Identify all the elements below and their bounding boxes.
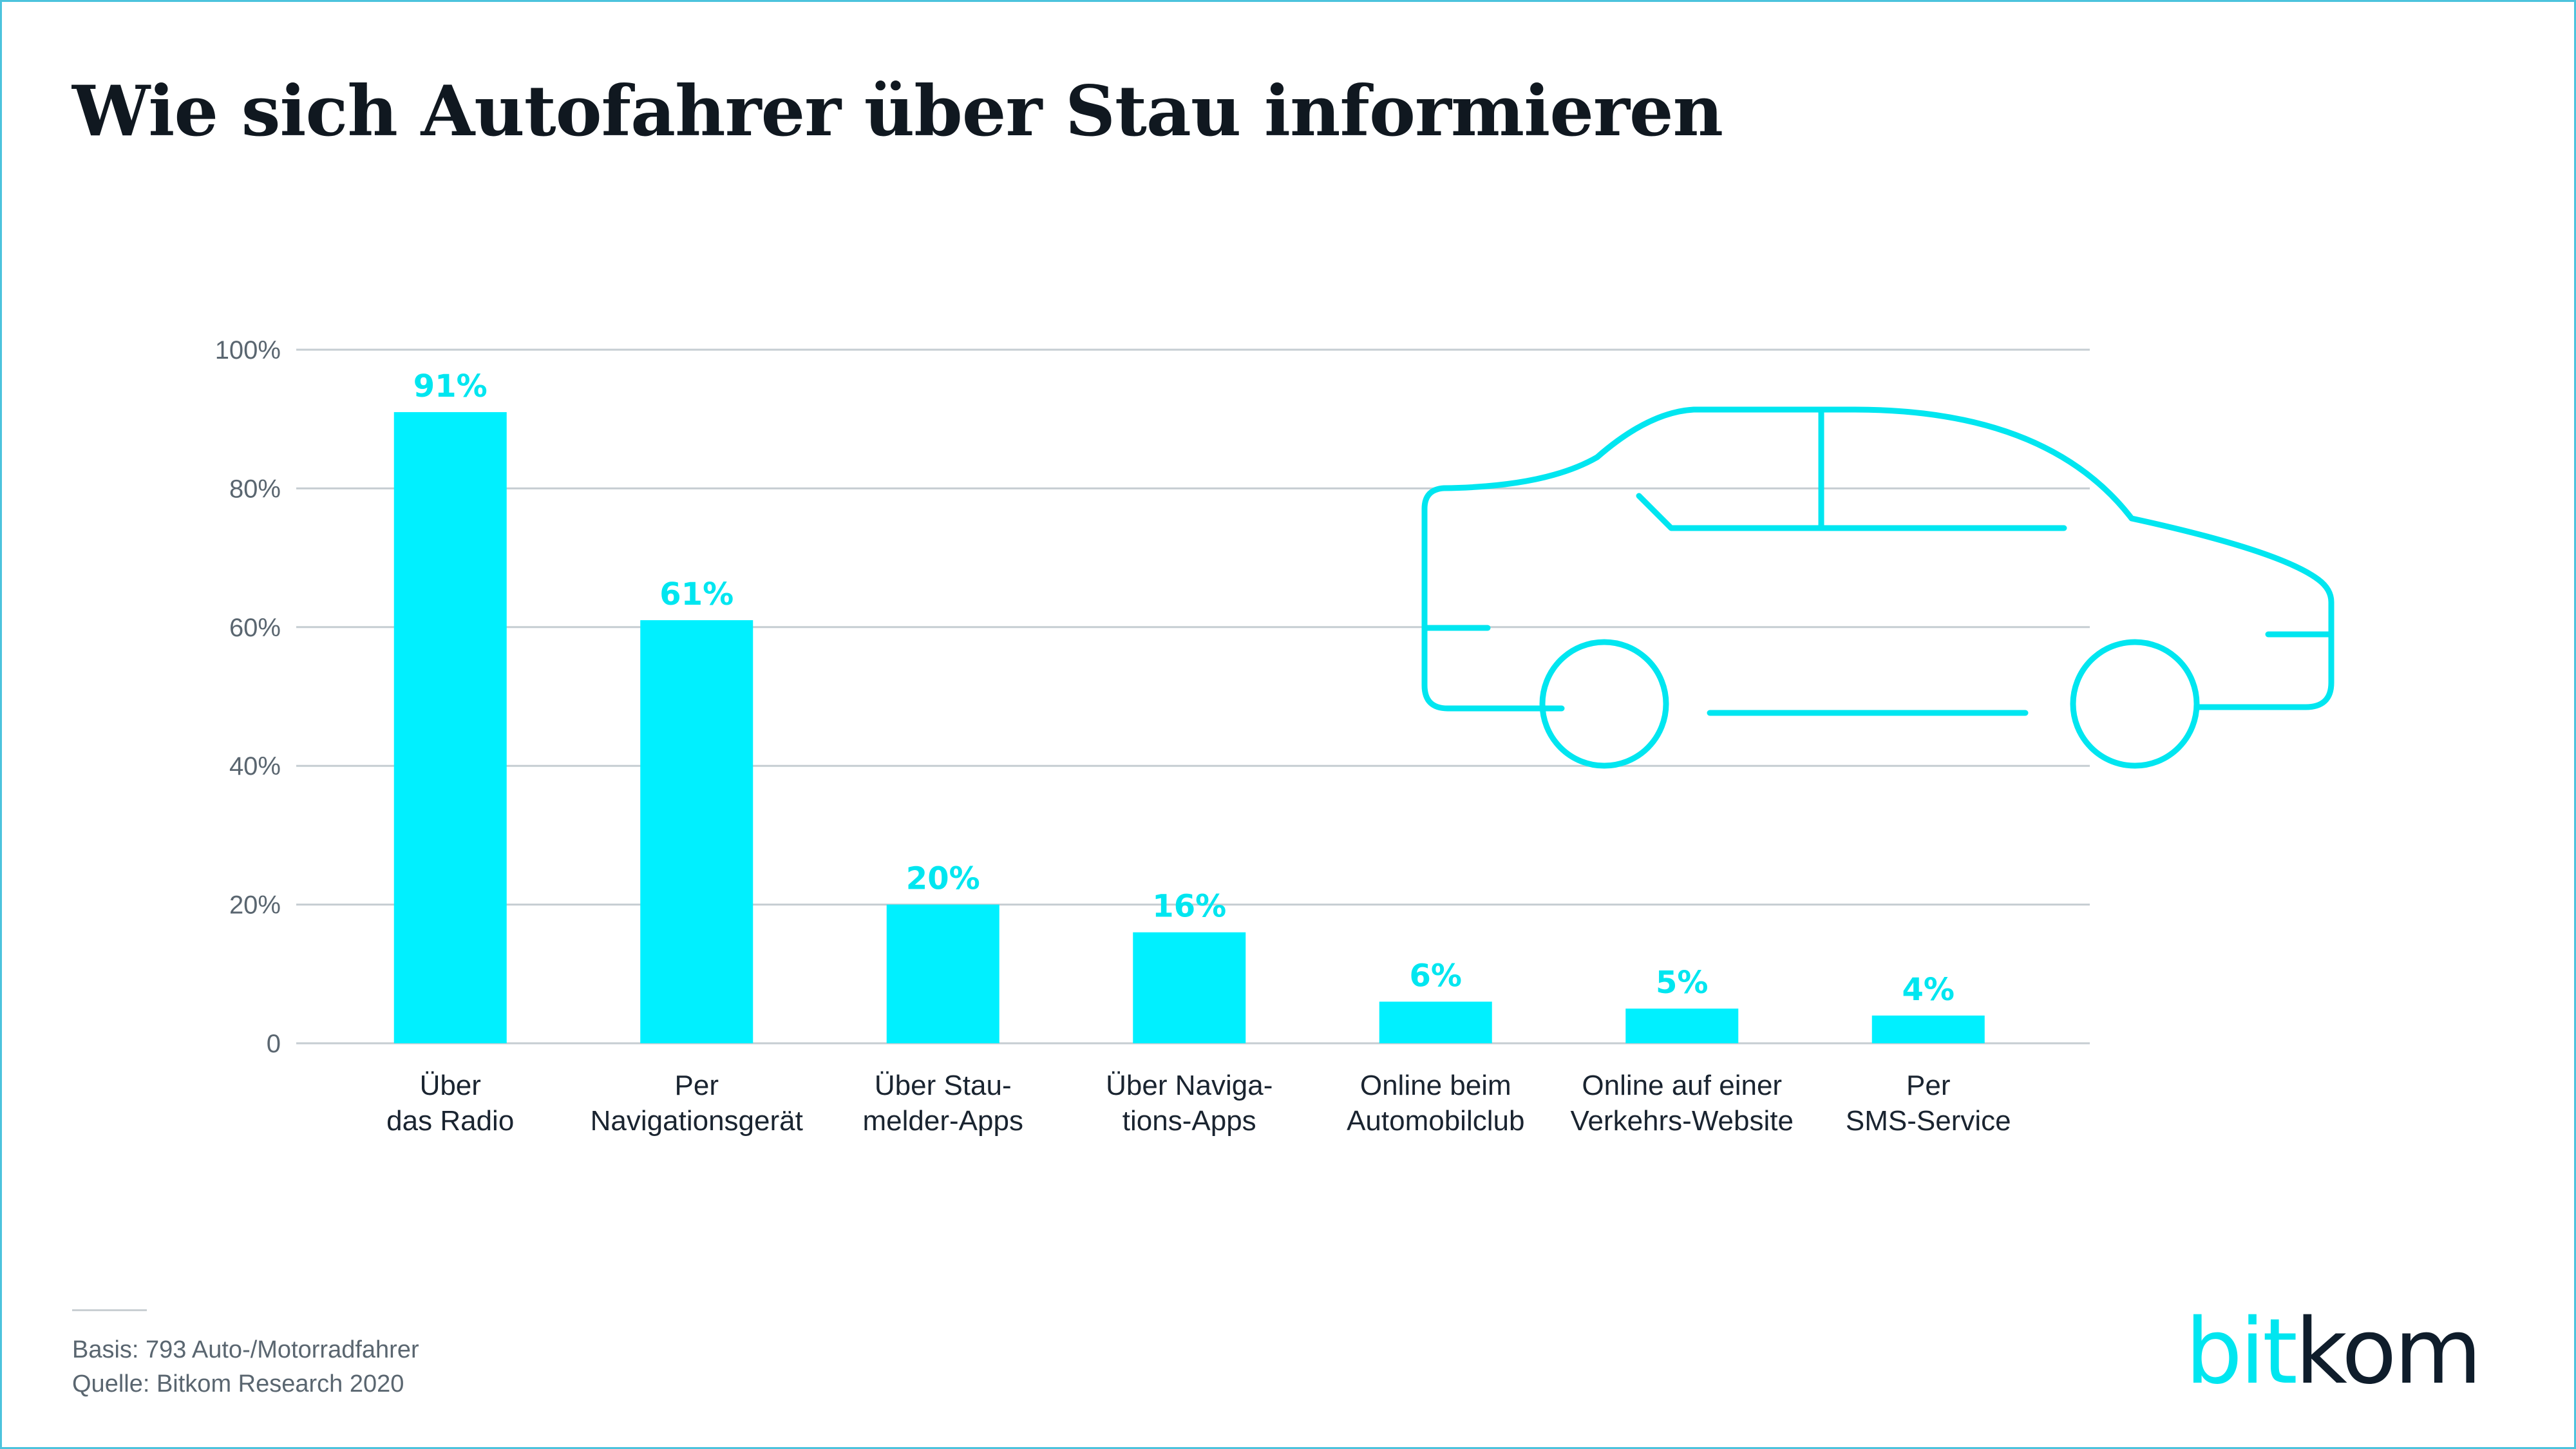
grid-lines (296, 348, 2090, 1045)
value-label: 20% (906, 861, 980, 897)
source-note: Quelle: Bitkom Research 2020 (72, 1370, 404, 1397)
value-label: 6% (1410, 958, 1463, 994)
y-tick-labels: 0 20% 40% 60% 80% 100% (215, 336, 281, 1058)
value-label: 5% (1656, 965, 1709, 1001)
bitkom-logo: bitkom (2185, 1300, 2482, 1405)
value-label: 61% (659, 576, 734, 612)
x-tick-label: Navigationsgerät (591, 1105, 803, 1137)
x-tick-label: Automobilclub (1347, 1105, 1524, 1137)
bar (1133, 932, 1246, 1043)
footer-divider (72, 1309, 147, 1311)
bar (393, 412, 507, 1043)
x-tick-label: Über Naviga- (1106, 1070, 1273, 1101)
y-tick-label: 20% (229, 891, 281, 920)
x-tick-label: Über (420, 1070, 481, 1101)
bar (1625, 1009, 1739, 1043)
bar (1871, 1015, 1985, 1043)
y-tick-label: 0 (267, 1030, 281, 1058)
x-tick-label: Über Stau- (875, 1070, 1012, 1101)
value-label: 16% (1152, 889, 1226, 925)
x-tick-label: SMS-Service (1846, 1105, 2011, 1137)
bar (1379, 1001, 1492, 1043)
x-tick-label: Per (1906, 1070, 1950, 1101)
x-tick-label: das Radio (386, 1105, 514, 1137)
y-tick-label: 80% (229, 475, 281, 503)
x-tick-labels: Über das Radio Per Navigationsgerät Über Sta… (386, 1070, 2011, 1137)
x-tick-label: melder-Apps (863, 1105, 1023, 1137)
x-tick-label: Online beim (1360, 1070, 1511, 1101)
y-tick-label: 60% (229, 614, 281, 642)
x-tick-label: Online auf einer (1582, 1070, 1782, 1101)
car-window-line (1636, 493, 2067, 531)
bar (886, 904, 999, 1043)
x-tick-label: tions-Apps (1122, 1105, 1256, 1137)
basis-note: Basis: 793 Auto-/Motorradfahrer (72, 1336, 419, 1363)
car-front-wheel (1539, 639, 1669, 769)
x-tick-label: Per (675, 1070, 719, 1101)
bar (640, 620, 753, 1043)
x-tick-label: Verkehrs-Website (1571, 1105, 1794, 1137)
value-label: 91% (413, 368, 488, 404)
y-tick-label: 40% (229, 752, 281, 781)
chart-title: Wie sich Autofahrer über Stau informiere… (72, 71, 1723, 152)
y-tick-label: 100% (215, 336, 281, 365)
car-illustration (1421, 406, 2334, 769)
car-body-outline (1421, 406, 2334, 712)
car-rear-wheel (2070, 639, 2200, 769)
value-labels: 91% 61% 20% 16% 6% 5% 4% (413, 368, 1955, 1008)
value-label: 4% (1902, 972, 1955, 1008)
bars (393, 412, 1985, 1043)
